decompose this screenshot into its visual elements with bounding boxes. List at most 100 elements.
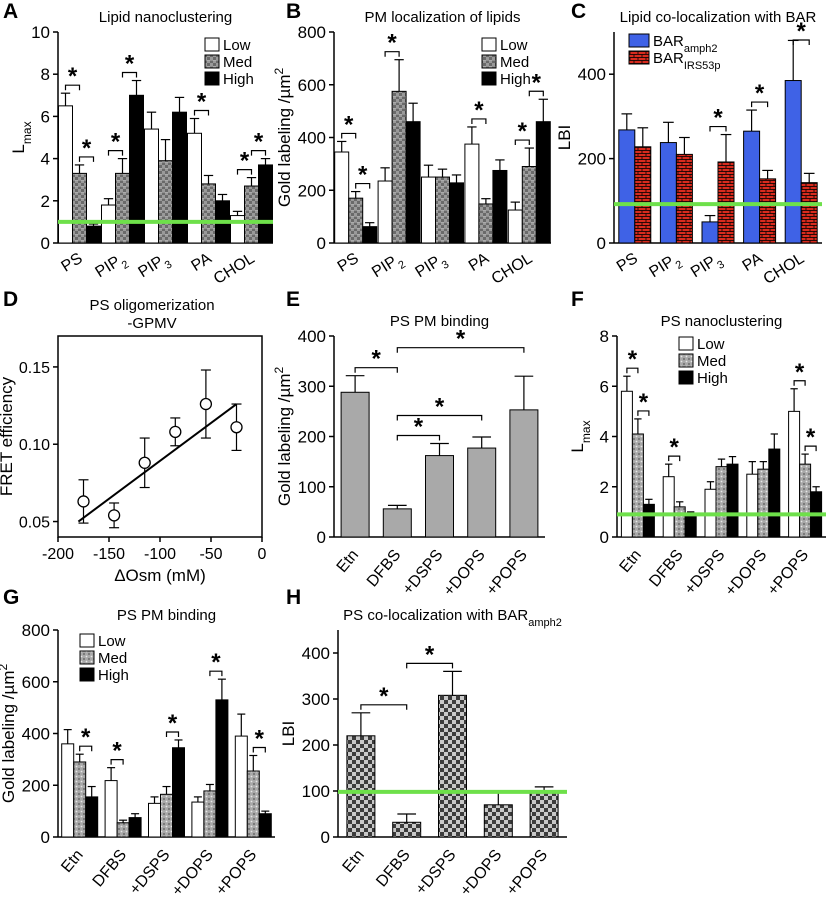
panel-f: PS nanoclustering 0 2 4 6 8 Lmax Etn DFBS+DSPS+D… <box>568 313 826 599</box>
y-tick-label: 6 <box>600 377 609 396</box>
y-tick-label: 400 <box>298 129 326 148</box>
y-tick-label: 10 <box>31 23 50 42</box>
category-label: PA <box>466 250 492 275</box>
legend-label: Low <box>697 336 725 353</box>
legend-swatch <box>79 667 95 682</box>
bar <box>334 151 350 244</box>
significance-marker: * <box>254 129 264 156</box>
bar <box>800 182 818 244</box>
category-label: Etn <box>617 547 645 576</box>
significance-marker: * <box>797 18 807 45</box>
significance-marker: * <box>240 148 250 175</box>
bar <box>73 761 87 838</box>
legend-label: Low <box>223 37 251 54</box>
bar <box>172 747 185 838</box>
legend-swatch <box>79 633 95 648</box>
category-label: +DOPS <box>457 847 505 900</box>
y-tick-label: 0 <box>600 528 609 547</box>
significance-bracket <box>637 410 650 416</box>
y-tick-label: 0 <box>41 828 50 847</box>
category-label: PIP2 <box>369 250 408 286</box>
bar <box>191 801 205 838</box>
bar <box>478 203 494 244</box>
y-tick-label: 400 <box>302 644 330 663</box>
panel-letter-f: F <box>571 288 584 311</box>
y-axis-label: LBI <box>279 721 298 747</box>
significance-bracket <box>79 745 93 752</box>
category-label: +POPS <box>765 547 813 599</box>
bar <box>631 433 644 538</box>
bar <box>234 735 248 838</box>
y-tick-label: 0.15 <box>19 360 50 377</box>
bar <box>467 447 497 538</box>
bar <box>382 508 412 538</box>
bar <box>348 197 364 244</box>
x-tick-label: -50 <box>199 546 222 563</box>
significance-marker: * <box>344 111 354 138</box>
category-label: +POPS <box>504 847 552 899</box>
bar <box>392 821 422 838</box>
significance-marker: * <box>82 135 92 162</box>
panel-letter-g: G <box>3 586 20 609</box>
y-tick-label: 200 <box>298 428 326 447</box>
significance-bracket <box>471 118 487 124</box>
significance-bracket <box>792 39 810 45</box>
category-label: PS <box>614 250 641 276</box>
bar <box>61 743 75 838</box>
y-tick-label: 0 <box>321 828 330 847</box>
category-label: PIP3 <box>136 250 175 286</box>
y-tick-label: 400 <box>22 725 50 744</box>
bar <box>509 409 539 538</box>
y-tick-label: 0.05 <box>19 515 50 532</box>
significance-bracket <box>250 150 267 156</box>
significance-marker: * <box>255 725 265 752</box>
bar <box>642 503 655 538</box>
bar <box>258 164 273 244</box>
plot-frame <box>57 335 263 538</box>
chart-title-subscript: amph2 <box>528 617 562 629</box>
y-tick-label: 200 <box>22 776 50 795</box>
y-tick-label: 400 <box>298 327 326 346</box>
legend-swatch <box>628 50 650 65</box>
y-tick-label: 0 <box>41 234 50 253</box>
bar <box>618 129 636 244</box>
x-tick-label: -200 <box>42 546 74 563</box>
bar <box>101 204 116 244</box>
y-tick-label: 800 <box>298 23 326 42</box>
y-tick-label: 800 <box>22 621 50 640</box>
bar <box>258 813 272 838</box>
bar <box>483 804 513 838</box>
bar <box>757 468 770 538</box>
category-label: PA <box>189 250 215 275</box>
panel-letter-a: A <box>3 0 19 23</box>
y-tick-label: 0.10 <box>19 437 50 454</box>
significance-bracket <box>709 125 727 132</box>
bar <box>507 209 523 244</box>
significance-marker: * <box>532 69 542 96</box>
category-label: CHOL <box>761 250 808 288</box>
y-tick-label: 100 <box>302 782 330 801</box>
category-label: +DSPS <box>413 847 460 898</box>
bar <box>464 143 480 244</box>
bar <box>203 790 217 838</box>
y-tick-label: 0 <box>597 234 606 253</box>
significance-bracket <box>804 445 817 452</box>
bar <box>391 90 407 244</box>
data-point <box>107 509 121 522</box>
significance-bracket <box>396 347 525 353</box>
bar <box>673 506 686 538</box>
y-tick-label: 4 <box>41 150 50 169</box>
bar <box>701 221 719 244</box>
legend-label: Low <box>98 633 126 650</box>
data-point <box>77 495 90 508</box>
significance-bracket <box>360 704 408 710</box>
chart-title: PM localization of lipids <box>365 9 521 26</box>
bar <box>799 463 812 538</box>
significance-bracket <box>384 51 400 57</box>
significance-bracket <box>668 455 681 462</box>
legend-swatch <box>678 370 694 385</box>
legend-label: Med <box>500 54 529 71</box>
y-axis-label: Gold labeling /µm2 <box>272 68 294 208</box>
significance-marker: * <box>435 394 445 421</box>
significance-marker: * <box>168 710 178 737</box>
